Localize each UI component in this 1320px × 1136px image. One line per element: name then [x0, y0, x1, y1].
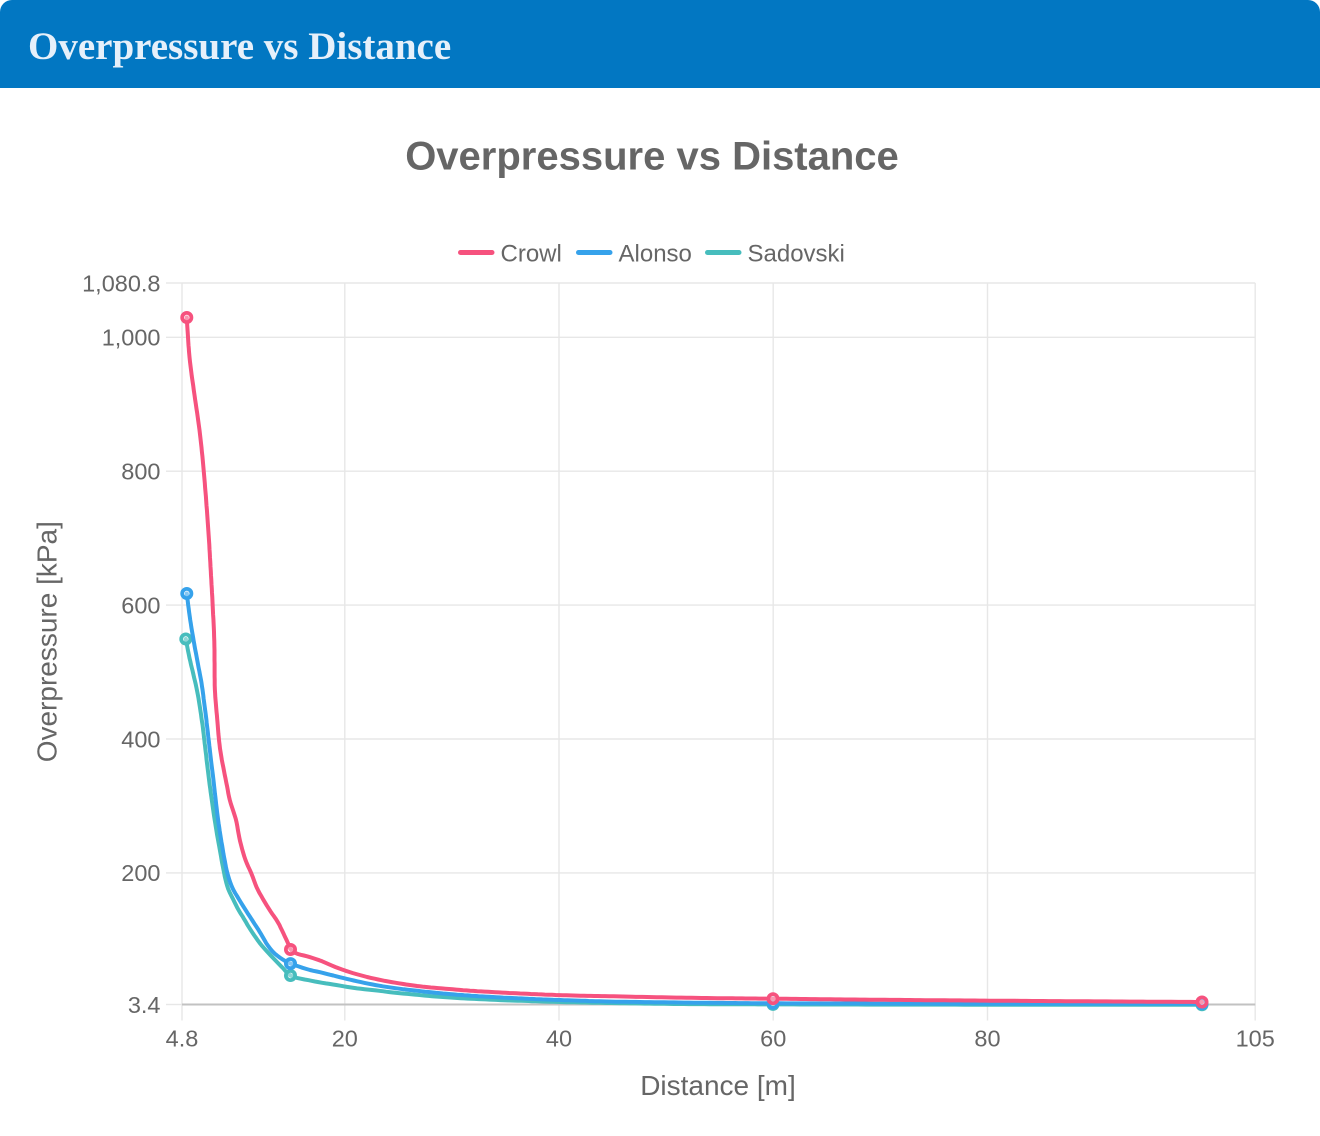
svg-text:800: 800	[121, 459, 160, 485]
svg-text:4.8: 4.8	[166, 1025, 199, 1051]
svg-text:60: 60	[760, 1025, 786, 1051]
svg-text:1,000: 1,000	[102, 325, 161, 351]
svg-text:1,080.8: 1,080.8	[82, 270, 160, 296]
svg-text:Overpressure vs Distance: Overpressure vs Distance	[405, 135, 899, 179]
svg-text:40: 40	[546, 1025, 572, 1051]
svg-text:400: 400	[121, 726, 160, 752]
svg-text:Sadovski: Sadovski	[748, 240, 845, 267]
svg-text:Alonso: Alonso	[619, 240, 692, 267]
svg-text:600: 600	[121, 592, 160, 618]
svg-text:3.4: 3.4	[128, 992, 161, 1018]
svg-text:200: 200	[121, 860, 160, 886]
svg-text:Crowl: Crowl	[501, 240, 562, 267]
svg-text:Overpressure [kPa]: Overpressure [kPa]	[32, 521, 63, 762]
svg-text:20: 20	[332, 1025, 358, 1051]
svg-text:80: 80	[974, 1025, 1000, 1051]
svg-text:Distance [m]: Distance [m]	[640, 1070, 796, 1101]
svg-text:105: 105	[1236, 1025, 1275, 1051]
